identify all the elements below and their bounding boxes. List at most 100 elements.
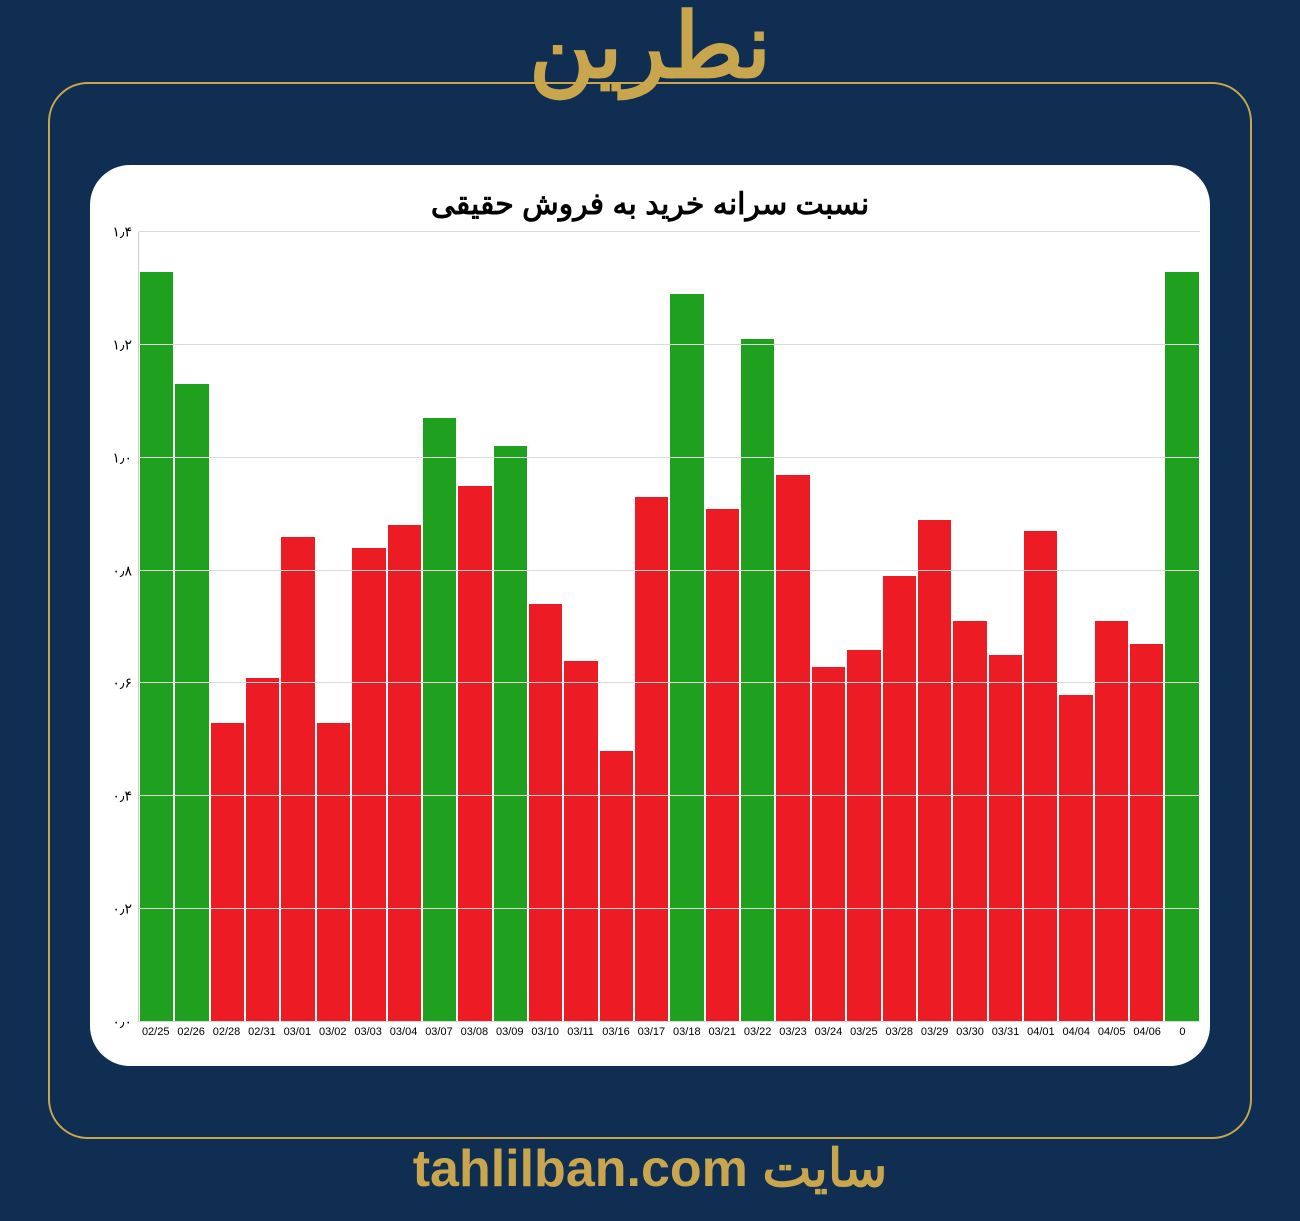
- x-tick-label: 03/21: [705, 1022, 740, 1056]
- bar-slot: [245, 232, 280, 1022]
- bar: [706, 509, 739, 1023]
- bar-slot: [351, 232, 386, 1022]
- bar-slot: [563, 232, 598, 1022]
- bar-slot: [528, 232, 563, 1022]
- footer-site-url: tahlilban.com: [413, 1140, 748, 1198]
- bar: [529, 604, 562, 1022]
- x-tick-label: 0: [1165, 1022, 1200, 1056]
- bar: [352, 548, 385, 1022]
- x-tick-label: 03/07: [421, 1022, 456, 1056]
- bar: [317, 723, 350, 1022]
- bar: [175, 384, 208, 1022]
- bar-slot: [705, 232, 740, 1022]
- bar-slot: [210, 232, 245, 1022]
- x-tick-label: 03/22: [740, 1022, 775, 1056]
- bar-slot: [952, 232, 987, 1022]
- x-tick-label: 02/25: [138, 1022, 173, 1056]
- bar-slot: [1023, 232, 1058, 1022]
- bar: [847, 650, 880, 1022]
- bar: [458, 486, 491, 1022]
- plot-area: [138, 232, 1200, 1022]
- y-tick-label: ۰٫۸: [112, 562, 132, 579]
- bar-slot: [917, 232, 952, 1022]
- bar-slot: [988, 232, 1023, 1022]
- bar-slot: [1058, 232, 1093, 1022]
- bar: [423, 418, 456, 1022]
- bar: [140, 272, 173, 1023]
- bar: [600, 751, 633, 1022]
- bar-slot: [1129, 232, 1164, 1022]
- x-tick-label: 02/31: [244, 1022, 279, 1056]
- x-tick-label: 03/09: [492, 1022, 527, 1056]
- bar: [776, 475, 809, 1022]
- plot-wrapper: ۰٫۰۰٫۲۰٫۴۰٫۶۰٫۸۱٫۰۱٫۲۱٫۴ 02/2502/2602/28…: [100, 232, 1200, 1056]
- x-tick-label: 03/29: [917, 1022, 952, 1056]
- y-tick-label: ۰٫۲: [112, 901, 132, 918]
- bar-slot: [316, 232, 351, 1022]
- x-tick-label: 03/01: [280, 1022, 315, 1056]
- x-tick-label: 04/01: [1023, 1022, 1058, 1056]
- bar-slot: [775, 232, 810, 1022]
- bar-slot: [1094, 232, 1129, 1022]
- bar: [1130, 644, 1163, 1022]
- bar-slot: [387, 232, 422, 1022]
- footer-site: سایت tahlilban.com: [373, 1139, 928, 1199]
- grid-line: [139, 795, 1200, 796]
- bar-slot: [280, 232, 315, 1022]
- bar-slot: [174, 232, 209, 1022]
- y-tick-label: ۱٫۰: [112, 449, 132, 466]
- x-tick-label: 03/18: [669, 1022, 704, 1056]
- x-tick-label: 03/11: [563, 1022, 598, 1056]
- grid-line: [139, 570, 1200, 571]
- bar-slot: [669, 232, 704, 1022]
- bars-row: [139, 232, 1200, 1022]
- x-tick-label: 03/17: [634, 1022, 669, 1056]
- bar-slot: [457, 232, 492, 1022]
- bar: [211, 723, 244, 1022]
- x-tick-label: 04/04: [1059, 1022, 1094, 1056]
- bar-slot: [634, 232, 669, 1022]
- bar: [883, 576, 916, 1022]
- y-axis: ۰٫۰۰٫۲۰٫۴۰٫۶۰٫۸۱٫۰۱٫۲۱٫۴: [100, 232, 138, 1022]
- bar: [388, 525, 421, 1022]
- bar: [812, 667, 845, 1023]
- bar-slot: [740, 232, 775, 1022]
- bar-slot: [811, 232, 846, 1022]
- y-tick-label: ۱٫۲: [112, 336, 132, 353]
- bar: [989, 655, 1022, 1022]
- y-tick-label: ۰٫۰: [112, 1014, 132, 1031]
- grid-line: [139, 908, 1200, 909]
- y-tick-label: ۰٫۴: [112, 788, 132, 805]
- bar: [1024, 531, 1057, 1022]
- bar-slot: [1164, 232, 1199, 1022]
- y-tick-label: ۰٫۶: [112, 675, 132, 692]
- y-tick-label: ۱٫۴: [112, 224, 132, 241]
- x-axis: 02/2502/2602/2802/3103/0103/0203/0303/04…: [138, 1022, 1200, 1056]
- x-tick-label: 03/16: [598, 1022, 633, 1056]
- bar: [281, 537, 314, 1022]
- x-tick-label: 03/10: [527, 1022, 562, 1056]
- bar-slot: [846, 232, 881, 1022]
- bar: [670, 294, 703, 1022]
- x-tick-label: 03/08: [457, 1022, 492, 1056]
- chart-title: نسبت سرانه خرید به فروش حقیقی: [100, 187, 1200, 222]
- x-tick-label: 03/30: [952, 1022, 987, 1056]
- footer-site-label: سایت: [762, 1140, 887, 1198]
- bar: [564, 661, 597, 1022]
- bar: [635, 497, 668, 1022]
- chart-card: نسبت سرانه خرید به فروش حقیقی ۰٫۰ ۰٫۲ ۰٫۴ ۰…: [90, 165, 1210, 1066]
- grid-line: [139, 344, 1200, 345]
- x-tick-label: 03/03: [350, 1022, 385, 1056]
- x-tick-label: 02/26: [173, 1022, 208, 1056]
- x-tick-label: 03/04: [386, 1022, 421, 1056]
- grid-line: [139, 231, 1200, 232]
- grid-line: [139, 1021, 1200, 1022]
- x-tick-label: 03/02: [315, 1022, 350, 1056]
- bar: [741, 339, 774, 1022]
- grid-line: [139, 682, 1200, 683]
- x-tick-label: 03/25: [846, 1022, 881, 1056]
- bar-slot: [139, 232, 174, 1022]
- bar: [1059, 695, 1092, 1022]
- x-tick-label: 04/06: [1129, 1022, 1164, 1056]
- bar: [246, 678, 279, 1022]
